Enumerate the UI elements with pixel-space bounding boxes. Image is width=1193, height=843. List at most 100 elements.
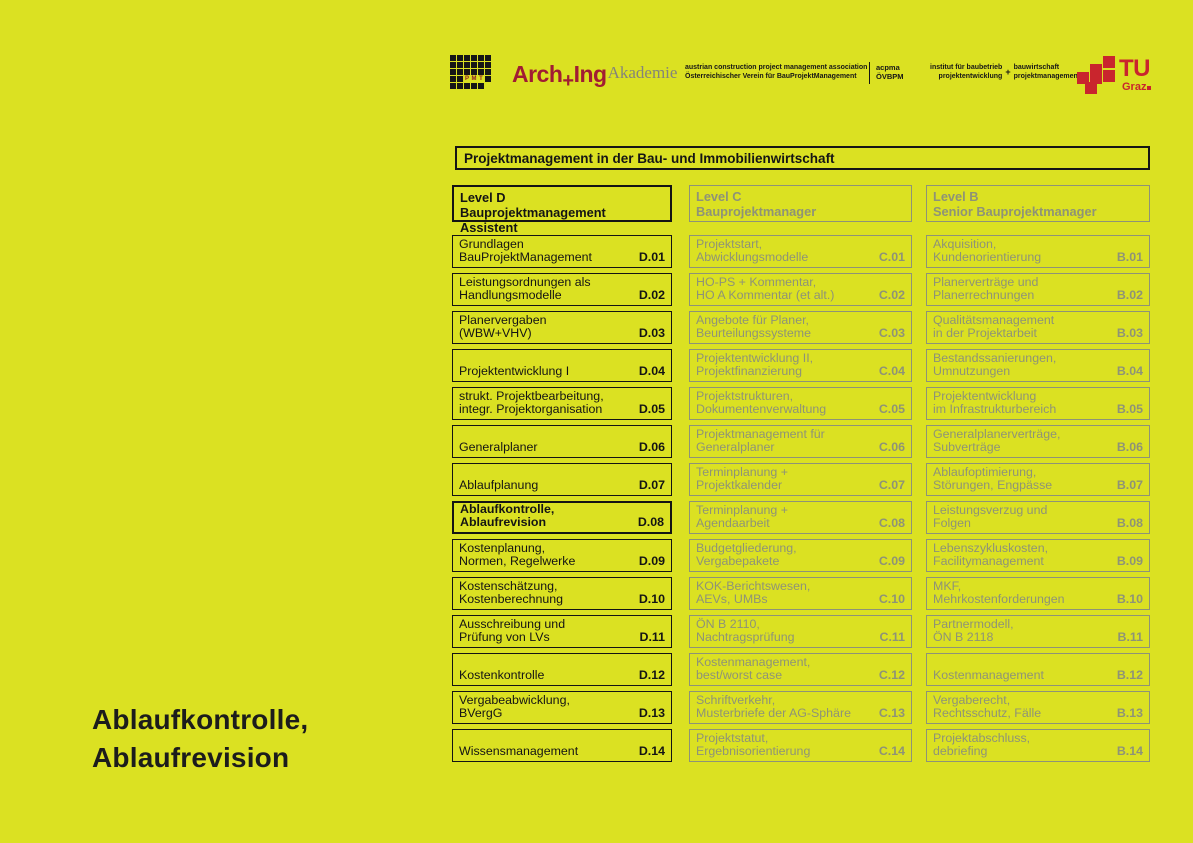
module-title: Projektentwicklung II, Projektfinanzieru…	[696, 350, 814, 378]
levels-columns: Level D Bauprojektmanagement Assistent Gru…	[452, 185, 1150, 762]
module-title: Vergabeabwicklung, BVergG	[459, 692, 570, 720]
module-list: Projektstart, Abwicklungsmodelle C.01 HO-P…	[689, 235, 912, 762]
module-C.07: Terminplanung + Projektkalender C.07	[689, 463, 912, 496]
acpma-oevbpm-label: acpma ÖVBPM	[876, 63, 904, 81]
module-D.13: Vergabeabwicklung, BVergG D.13	[452, 691, 672, 724]
module-B.07: Ablaufoptimierung, Störungen, Engpässe B.…	[926, 463, 1150, 496]
pmt-grid-square	[457, 83, 463, 89]
module-title: Terminplanung + Agendaarbeit	[696, 502, 788, 530]
level-role: Bauprojektmanager	[696, 204, 817, 219]
module-code: B.14	[1116, 743, 1143, 758]
module-title: Partnermodell, ÖN B 2118	[933, 616, 1014, 644]
pmt-grid-square	[471, 55, 477, 61]
module-B.14: Projektabschluss, debriefing B.14	[926, 729, 1150, 762]
pmt-grid-gap	[485, 83, 491, 89]
module-D.07: Ablaufplanung D.07	[452, 463, 672, 496]
module-C.05: Projektstrukturen, Dokumentenverwaltung C…	[689, 387, 912, 420]
institute-right: bauwirtschaft projektmanagement	[1013, 64, 1081, 80]
module-code: D.08	[637, 514, 664, 529]
pmt-grid-square	[450, 62, 456, 68]
module-title: Projektentwicklung im Infrastrukturberei…	[933, 388, 1057, 416]
pmt-grid-square	[485, 69, 491, 75]
pmt-grid-square	[464, 83, 470, 89]
module-B.06: Generalplanerverträge, Subverträge B.06	[926, 425, 1150, 458]
module-title: Planervergaben (WBW+VHV)	[459, 312, 547, 340]
module-code: C.09	[878, 553, 905, 568]
acpma-line: acpma	[876, 63, 900, 72]
module-code: B.03	[1116, 325, 1143, 340]
module-code: D.01	[638, 249, 665, 264]
module-D.10: Kostenschätzung, Kostenberechnung D.10	[452, 577, 672, 610]
pmt-grid-square	[457, 62, 463, 68]
level-column-B: Level B Senior Bauprojektmanager Akquisiti…	[926, 185, 1150, 762]
module-code: D.09	[638, 553, 665, 568]
slide-section-title: Ablaufkontrolle, Ablaufrevision	[92, 704, 309, 773]
module-code: D.06	[638, 439, 665, 454]
level-label: Level C	[696, 189, 742, 204]
module-code: C.14	[878, 743, 905, 758]
module-C.12: Kostenmanagement, best/worst case C.12	[689, 653, 912, 686]
module-title: Akquisition, Kundenorientierung	[933, 236, 1042, 264]
module-title: Ausschreibung und Prüfung von LVs	[459, 616, 566, 644]
module-code: C.13	[878, 705, 905, 720]
plus-glyph: +	[562, 70, 574, 92]
module-D.02: Leistungsordnungen als Handlungsmodelle D…	[452, 273, 672, 306]
module-code: D.05	[638, 401, 665, 416]
module-B.08: Leistungsverzug und Folgen B.08	[926, 501, 1150, 534]
module-C.13: Schriftverkehr, Musterbriefe der AG-Sphä…	[689, 691, 912, 724]
module-D.01: Grundlagen BauProjektManagement D.01	[452, 235, 672, 268]
pmt-grid-square	[464, 69, 470, 75]
module-title: Kostenplanung, Normen, Regelwerke	[459, 540, 576, 568]
level-label: Level B	[933, 189, 979, 204]
module-list: Grundlagen BauProjektManagement D.01 Leist…	[452, 235, 672, 762]
module-title: Leistungsordnungen als Handlungsmodelle	[459, 274, 591, 302]
pmt-grid-square	[464, 55, 470, 61]
pmt-grid-square	[478, 55, 484, 61]
module-title: MKF, Mehrkostenforderungen	[933, 578, 1065, 606]
module-code: C.08	[878, 515, 905, 530]
module-code: D.03	[638, 325, 665, 340]
level-role: Bauprojektmanagement Assistent	[460, 205, 606, 235]
pmt-grid-square	[457, 76, 463, 82]
institute-plus: +	[1005, 67, 1011, 78]
pmt-grid-square	[485, 55, 491, 61]
module-title: Projektstrukturen, Dokumentenverwaltung	[696, 388, 827, 416]
module-code: C.10	[878, 591, 905, 606]
association-line2: Österreichischer Verein für BauProjektMa…	[685, 72, 857, 80]
level-header-D: Level D Bauprojektmanagement Assistent	[452, 185, 672, 235]
association-text: austrian construction project management…	[685, 64, 867, 81]
pmt-grid-square	[450, 55, 456, 61]
module-code: D.07	[638, 477, 665, 492]
page-title: Projektmanagement in der Bau- und Immobi…	[455, 146, 1150, 170]
module-D.14: Wissensmanagement D.14	[452, 729, 672, 762]
module-title: Projektmanagement für Generalplaner	[696, 426, 825, 454]
module-D.04: Projektentwicklung I D.04	[452, 349, 672, 382]
pmt-letter: T	[479, 76, 483, 82]
module-list: Akquisition, Kundenorientierung B.01 Plane…	[926, 235, 1150, 762]
institute-left: institut für baubetrieb projektentwicklu…	[930, 64, 1003, 80]
akademie-wordmark: Akademie	[607, 63, 678, 82]
module-C.14: Projektstatut, Ergebnisorientierung C.14	[689, 729, 912, 762]
module-code: B.09	[1116, 553, 1143, 568]
module-title: Ablaufkontrolle, Ablaufrevision	[460, 501, 555, 529]
module-code: B.07	[1116, 477, 1143, 492]
level-column-D: Level D Bauprojektmanagement Assistent Gru…	[452, 185, 672, 762]
module-title: HO-PS + Kommentar, HO A Kommentar (et al…	[696, 274, 835, 302]
module-code: D.04	[638, 363, 665, 378]
module-title: Planerverträge und Planerrechnungen	[933, 274, 1039, 302]
oevbpm-line: ÖVBPM	[876, 71, 904, 81]
module-B.04: Bestandssanierungen, Umnutzungen B.04	[926, 349, 1150, 382]
institute-text: institut für baubetrieb projektentwicklu…	[930, 64, 1080, 81]
pmt-grid-square	[450, 83, 456, 89]
pmt-grid-square	[485, 62, 491, 68]
module-title: Angebote für Planer, Beurteilungssysteme	[696, 312, 812, 340]
module-title: Bestandssanierungen, Umnutzungen	[933, 350, 1057, 378]
module-code: B.12	[1116, 667, 1143, 682]
module-B.11: Partnermodell, ÖN B 2118 B.11	[926, 615, 1150, 648]
graz-wordmark: Graz	[1122, 81, 1152, 93]
module-B.09: Lebenszykluskosten, Facilitymanagement B.…	[926, 539, 1150, 572]
module-code: D.13	[638, 705, 665, 720]
module-D.06: Generalplaner D.06	[452, 425, 672, 458]
module-B.01: Akquisition, Kundenorientierung B.01	[926, 235, 1150, 268]
pmt-grid-square	[478, 69, 484, 75]
